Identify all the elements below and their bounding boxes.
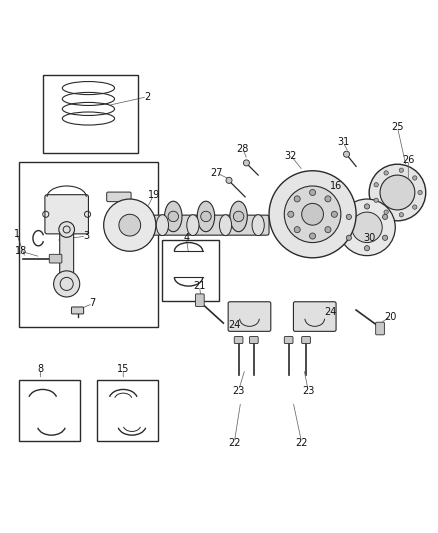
- Ellipse shape: [156, 215, 169, 236]
- Circle shape: [364, 246, 370, 251]
- Bar: [19, 162, 158, 327]
- Circle shape: [269, 171, 356, 258]
- Circle shape: [325, 227, 331, 233]
- Circle shape: [294, 227, 300, 233]
- Circle shape: [59, 222, 74, 237]
- Text: 23: 23: [302, 385, 314, 395]
- Circle shape: [168, 211, 179, 222]
- Text: 23: 23: [233, 385, 245, 395]
- Text: 7: 7: [90, 298, 96, 309]
- Circle shape: [325, 196, 331, 202]
- Text: 26: 26: [402, 155, 414, 165]
- FancyBboxPatch shape: [143, 215, 269, 235]
- Circle shape: [346, 235, 352, 240]
- Text: 20: 20: [385, 312, 397, 321]
- FancyBboxPatch shape: [45, 195, 88, 234]
- Circle shape: [302, 204, 323, 225]
- Text: 22: 22: [296, 438, 308, 448]
- Circle shape: [384, 210, 389, 214]
- Circle shape: [413, 205, 417, 209]
- Text: 4: 4: [183, 233, 189, 243]
- Circle shape: [374, 183, 378, 187]
- FancyBboxPatch shape: [49, 254, 62, 263]
- Circle shape: [399, 168, 403, 172]
- Circle shape: [201, 211, 211, 222]
- Circle shape: [294, 196, 300, 202]
- FancyBboxPatch shape: [71, 307, 84, 314]
- Circle shape: [226, 177, 232, 183]
- Circle shape: [339, 199, 395, 256]
- Bar: [43, 75, 138, 154]
- Text: 8: 8: [38, 364, 44, 374]
- Circle shape: [104, 199, 156, 251]
- Circle shape: [352, 212, 382, 243]
- Circle shape: [384, 171, 389, 175]
- Circle shape: [346, 214, 352, 220]
- Circle shape: [413, 176, 417, 180]
- FancyBboxPatch shape: [293, 302, 336, 332]
- Circle shape: [399, 213, 403, 217]
- Circle shape: [310, 189, 316, 196]
- Ellipse shape: [252, 215, 264, 236]
- FancyBboxPatch shape: [234, 336, 243, 344]
- FancyBboxPatch shape: [376, 322, 385, 335]
- Text: 30: 30: [363, 233, 375, 243]
- Circle shape: [369, 164, 426, 221]
- Text: 19: 19: [148, 190, 160, 200]
- FancyBboxPatch shape: [195, 294, 204, 306]
- Text: 25: 25: [391, 122, 404, 132]
- Circle shape: [288, 211, 294, 217]
- Text: 15: 15: [117, 364, 130, 374]
- Circle shape: [382, 214, 388, 220]
- Text: 24: 24: [324, 307, 336, 317]
- Bar: [97, 379, 158, 441]
- Text: 3: 3: [83, 231, 89, 241]
- FancyBboxPatch shape: [60, 225, 74, 286]
- Circle shape: [244, 160, 250, 166]
- Ellipse shape: [219, 215, 232, 236]
- Text: 1: 1: [14, 229, 20, 239]
- Ellipse shape: [230, 201, 247, 232]
- Circle shape: [374, 198, 378, 203]
- Circle shape: [119, 214, 141, 236]
- Bar: [162, 240, 219, 301]
- Bar: [19, 379, 80, 441]
- Circle shape: [364, 204, 370, 209]
- Circle shape: [418, 190, 422, 195]
- Ellipse shape: [165, 201, 182, 232]
- Text: 18: 18: [15, 246, 27, 256]
- Circle shape: [331, 211, 337, 217]
- FancyBboxPatch shape: [107, 192, 131, 201]
- Text: 27: 27: [211, 168, 223, 178]
- Ellipse shape: [197, 201, 215, 232]
- Circle shape: [343, 151, 350, 157]
- FancyBboxPatch shape: [284, 336, 293, 344]
- Circle shape: [284, 186, 341, 243]
- Text: 2: 2: [144, 92, 150, 102]
- Circle shape: [382, 235, 388, 240]
- Circle shape: [233, 211, 244, 222]
- Text: 22: 22: [228, 438, 240, 448]
- Circle shape: [380, 175, 415, 210]
- Circle shape: [310, 233, 316, 239]
- Text: 32: 32: [285, 150, 297, 160]
- Text: 24: 24: [228, 320, 240, 330]
- Text: 28: 28: [237, 144, 249, 154]
- Text: 16: 16: [330, 181, 343, 191]
- FancyBboxPatch shape: [228, 302, 271, 332]
- Circle shape: [53, 271, 80, 297]
- FancyBboxPatch shape: [302, 336, 311, 344]
- Text: 21: 21: [193, 281, 205, 291]
- Text: 31: 31: [337, 138, 349, 148]
- FancyBboxPatch shape: [250, 336, 258, 344]
- Ellipse shape: [187, 215, 199, 236]
